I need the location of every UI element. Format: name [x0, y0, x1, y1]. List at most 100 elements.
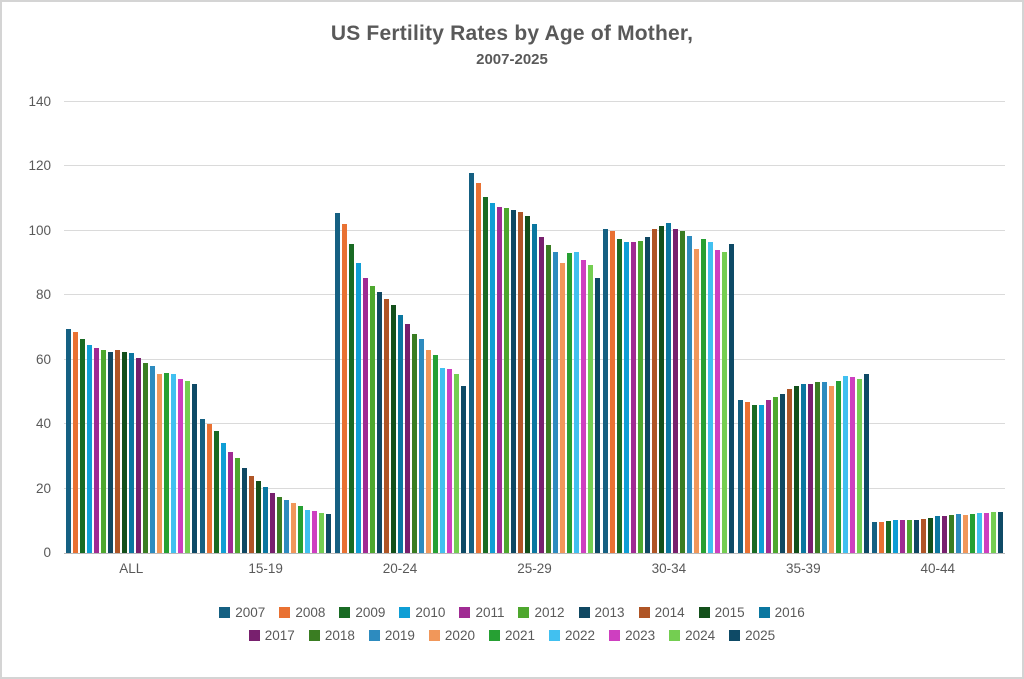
legend-label-2018: 2018 [324, 628, 355, 643]
legend-swatch-2016 [758, 607, 770, 618]
legend-item-2021: 2021 [488, 628, 535, 643]
bar-2007-15-19 [200, 419, 206, 553]
legend-label-2015: 2015 [714, 605, 745, 620]
bar-2013-ALL [107, 351, 113, 553]
bar-2007-20-24 [334, 213, 340, 553]
gridline-140 [64, 101, 1005, 102]
legend-item-2013: 2013 [578, 605, 625, 620]
legend-item-2017: 2017 [248, 628, 295, 643]
bar-2021-35-39 [835, 380, 841, 553]
bar-2015-20-24 [390, 304, 396, 553]
bar-2020-40-44 [963, 515, 969, 553]
legend-swatch-2023 [609, 630, 621, 641]
x-axis-labels: ALL 15-19 20-24 25-29 30-34 35-39 40-44 [64, 561, 1005, 576]
chart-subtitle: 2007-2025 [476, 51, 548, 68]
bar-2018-30-34 [680, 230, 686, 553]
bar-2016-ALL [128, 353, 134, 553]
bar-2021-15-19 [298, 506, 304, 553]
bar-2022-35-39 [842, 375, 848, 553]
legend-item-2010: 2010 [399, 605, 445, 620]
bar-2008-ALL [72, 332, 78, 553]
bar-2023-25-29 [580, 259, 586, 553]
legend-swatch-2017 [248, 630, 260, 641]
bar-2008-30-34 [610, 230, 616, 553]
bar-2025-ALL [191, 383, 197, 553]
bar-2022-30-34 [708, 242, 714, 553]
legend-label-2014: 2014 [654, 605, 685, 620]
legend-label-2020: 2020 [444, 628, 475, 643]
bar-2020-25-29 [559, 263, 565, 553]
bar-2010-25-29 [489, 203, 495, 553]
bar-2012-35-39 [772, 396, 778, 553]
bar-2020-ALL [156, 374, 162, 553]
legend-item-2007: 2007 [219, 605, 265, 620]
legend-label-2019: 2019 [384, 628, 415, 643]
x-axis-label-25-29: 25-29 [517, 561, 552, 576]
bar-2010-15-19 [221, 443, 227, 553]
bar-2015-15-19 [256, 480, 262, 553]
legend-label-2017: 2017 [264, 628, 295, 643]
bar-2017-30-34 [673, 229, 679, 553]
bar-2013-20-24 [376, 292, 382, 553]
bar-group-35-39 [736, 102, 870, 553]
bar-2018-35-39 [814, 382, 820, 553]
legend-item-2018: 2018 [308, 628, 355, 643]
bar-group-40-44 [871, 102, 1005, 553]
y-tick-label-100: 100 [28, 222, 51, 238]
legend-swatch-2021 [488, 630, 500, 641]
bar-groups-layer [64, 102, 1005, 553]
bar-2020-20-24 [425, 350, 431, 553]
y-tick-label-60: 60 [35, 351, 51, 367]
legend-swatch-2024 [669, 630, 681, 641]
bar-2022-40-44 [977, 512, 983, 553]
bar-2019-40-44 [956, 514, 962, 553]
legend-label-2008: 2008 [295, 605, 326, 620]
legend-item-2015: 2015 [698, 605, 745, 620]
bar-2007-40-44 [872, 522, 878, 553]
bar-2015-30-34 [659, 226, 665, 553]
bar-2008-15-19 [207, 424, 213, 553]
bar-2023-40-44 [984, 512, 990, 553]
bar-2014-40-44 [921, 518, 927, 553]
y-tick-label-20: 20 [35, 480, 51, 496]
bar-2014-30-34 [652, 229, 658, 553]
bar-group-25-29 [467, 102, 601, 553]
bar-2008-25-29 [475, 182, 481, 553]
legend-swatch-2008 [279, 607, 291, 618]
bar-2022-15-19 [305, 509, 311, 553]
legend-swatch-2013 [578, 607, 590, 618]
y-tick-label-40: 40 [35, 416, 51, 432]
bar-2009-15-19 [214, 430, 220, 553]
bar-2013-30-34 [645, 237, 651, 553]
bar-2014-35-39 [786, 388, 792, 553]
y-tick-label-140: 140 [28, 94, 51, 109]
bar-2015-40-44 [928, 517, 934, 553]
bar-2017-25-29 [538, 237, 544, 553]
bar-2010-20-24 [355, 263, 361, 553]
bar-2018-ALL [142, 362, 148, 553]
gridline-120 [64, 165, 1005, 167]
bar-2016-25-29 [531, 224, 537, 553]
bar-2012-30-34 [638, 240, 644, 553]
bar-2023-20-24 [446, 369, 452, 553]
legend-swatch-2007 [219, 607, 231, 618]
legend-swatch-2022 [549, 630, 561, 641]
legend-swatch-2015 [698, 607, 710, 618]
legend-label-2024: 2024 [685, 628, 716, 643]
bar-2024-ALL [184, 380, 190, 553]
legend-swatch-2010 [399, 607, 411, 618]
bar-2025-25-29 [594, 277, 600, 553]
legend-item-2022: 2022 [549, 628, 595, 643]
legend-item-2016: 2016 [758, 605, 805, 620]
legend-label-2016: 2016 [774, 605, 805, 620]
bar-2024-40-44 [991, 512, 997, 553]
plot-area: 0 20 40 60 80 100 120 140 ALL 15-19 20-24 25-29 30-… [28, 94, 1005, 576]
bar-2015-25-29 [524, 216, 530, 553]
bar-2011-15-19 [228, 451, 234, 553]
bar-2009-40-44 [886, 520, 892, 553]
bar-2013-35-39 [779, 393, 785, 553]
bar-group-ALL [64, 102, 198, 553]
bar-2014-ALL [114, 350, 120, 553]
legend-item-2008: 2008 [279, 605, 325, 620]
bar-2014-25-29 [517, 211, 523, 553]
